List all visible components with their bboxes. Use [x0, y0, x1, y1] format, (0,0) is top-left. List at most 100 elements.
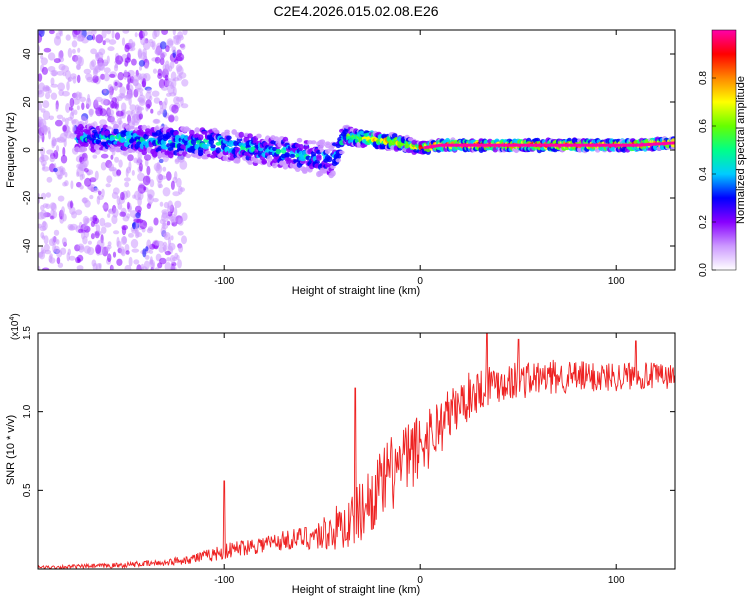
- heatmap-cell: [668, 141, 672, 145]
- heatmap-cell: [447, 143, 451, 147]
- heatmap-cell: [139, 219, 148, 230]
- heatmap-cell: [137, 48, 143, 59]
- heatmap-cell: [445, 143, 448, 147]
- heatmap-cell: [173, 96, 181, 105]
- heatmap-cell: [71, 48, 76, 54]
- heatmap-cell: [282, 163, 289, 170]
- heatmap-cell: [97, 62, 106, 71]
- heatmap-cell: [591, 143, 594, 147]
- heatmap-cell: [69, 106, 73, 111]
- heatmap-cell: [59, 132, 67, 143]
- heatmap-cell: [45, 192, 52, 198]
- heatmap-cell: [169, 265, 177, 270]
- heatmap-cell: [119, 86, 126, 96]
- heatmap-cell: [112, 251, 117, 258]
- heatmap-cell: [125, 250, 130, 255]
- heatmap-cell: [555, 143, 559, 147]
- heatmap-cell: [69, 97, 75, 108]
- heatmap-cell: [156, 240, 164, 247]
- heatmap-cell: [163, 244, 167, 253]
- heatmap-cell: [567, 143, 571, 147]
- heatmap-cell: [104, 222, 112, 228]
- heatmap-cell: [109, 92, 113, 100]
- heatmap-cell: [109, 73, 116, 78]
- heatmap-cell: [122, 30, 130, 34]
- snr-y-tick-label: 1.0: [22, 404, 33, 418]
- heatmap-cell: [83, 245, 92, 254]
- heatmap-cell: [461, 143, 465, 147]
- heatmap-cell: [149, 95, 153, 101]
- heatmap-cell: [123, 177, 131, 182]
- heatmap-cell: [109, 147, 116, 153]
- heatmap-cell: [319, 139, 326, 145]
- heatmap-cell: [579, 143, 582, 147]
- heatmap-cell: [41, 124, 47, 135]
- heatmap-cell: [143, 260, 150, 270]
- heatmap-cell: [339, 150, 345, 155]
- heatmap-cell: [100, 226, 107, 234]
- heatmap-cell: [56, 174, 63, 179]
- heatmap-cell: [173, 206, 178, 217]
- heatmap-cell: [558, 143, 561, 147]
- heatmap-cell: [69, 133, 76, 140]
- heatmap-cell: [38, 223, 42, 229]
- heatmap-cell: [654, 142, 658, 146]
- heatmap-cell: [70, 200, 73, 209]
- heatmap-cell: [107, 253, 112, 263]
- heatmap-cell: [92, 215, 98, 222]
- heatmap-cell: [170, 180, 175, 190]
- spectrogram-x-tick-label: -100: [214, 276, 234, 287]
- heatmap-cell: [177, 259, 182, 269]
- heatmap-cell: [148, 249, 154, 254]
- heatmap-cell: [64, 171, 68, 178]
- heatmap-cell: [116, 258, 123, 266]
- heatmap-cell: [92, 154, 98, 159]
- heatmap-cell: [124, 244, 130, 252]
- heatmap-cell: [90, 221, 95, 227]
- heatmap-cell: [69, 223, 78, 231]
- heatmap-cell: [153, 97, 161, 104]
- heatmap-cell: [107, 109, 115, 117]
- heatmap-cell: [128, 256, 133, 267]
- heatmap-cell: [137, 172, 145, 182]
- heatmap-cell: [124, 57, 131, 63]
- heatmap-cell: [289, 153, 296, 158]
- heatmap-cell: [560, 143, 563, 147]
- heatmap-cell: [145, 246, 149, 252]
- heatmap-cell: [530, 143, 533, 147]
- heatmap-cell: [158, 183, 163, 189]
- heatmap-cell: [65, 34, 71, 41]
- heatmap-cell: [113, 128, 119, 135]
- heatmap-cell: [139, 30, 144, 41]
- heatmap-cell: [82, 215, 90, 225]
- heatmap-cell: [56, 70, 64, 76]
- heatmap-cell: [70, 73, 77, 80]
- heatmap-cell: [119, 211, 126, 217]
- heatmap-cell: [167, 211, 173, 217]
- figure-title: C2E4.2026.015.02.08.E26: [273, 3, 438, 19]
- heatmap-cell: [76, 74, 81, 84]
- heatmap-cell: [511, 143, 514, 147]
- heatmap-cell: [122, 215, 130, 222]
- heatmap-cell: [160, 226, 167, 237]
- heatmap-cell: [119, 94, 125, 99]
- spectrogram-x-tick-label: 100: [608, 276, 625, 287]
- heatmap-cell: [138, 94, 146, 104]
- heatmap-cell: [65, 70, 71, 80]
- heatmap-cell: [574, 143, 578, 147]
- heatmap-cell: [112, 168, 119, 177]
- heatmap-cell: [114, 156, 120, 163]
- heatmap-cell: [666, 141, 669, 145]
- heatmap-cell: [548, 143, 552, 147]
- heatmap-cell: [159, 218, 166, 225]
- heatmap-cell: [68, 255, 76, 261]
- heatmap-cell: [173, 130, 179, 136]
- heatmap-cell: [91, 59, 97, 67]
- heatmap-cell: [541, 143, 545, 147]
- heatmap-cell: [170, 216, 177, 224]
- heatmap-cell: [69, 111, 75, 120]
- heatmap-cell: [80, 116, 87, 122]
- heatmap-cell: [127, 74, 132, 85]
- heatmap-cell: [73, 109, 78, 116]
